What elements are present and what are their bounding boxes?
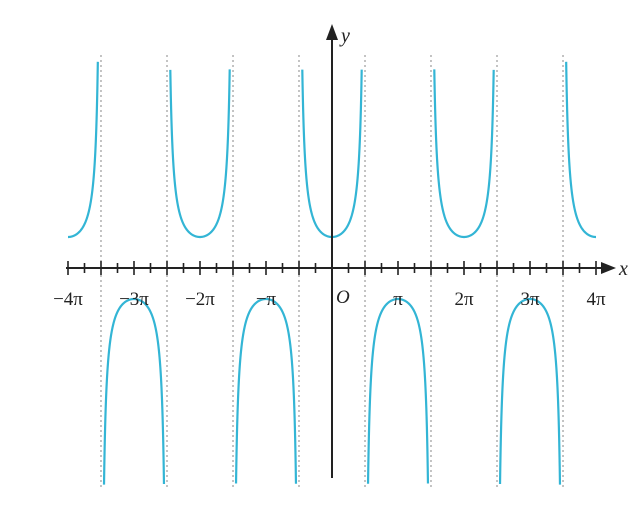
curve-branch — [169, 69, 231, 239]
x-tick-label: 3π — [520, 289, 540, 310]
y-axis-label: y — [339, 25, 350, 47]
x-axis-arrowhead — [601, 262, 616, 274]
origin-label: O — [336, 287, 350, 308]
x-tick-label: −π — [256, 289, 277, 310]
x-axis-ticks — [67, 261, 597, 275]
y-axis-arrowhead — [326, 24, 338, 40]
curve-branch — [565, 61, 597, 239]
curve-branch — [102, 297, 166, 485]
x-tick-label: −4π — [53, 289, 83, 310]
curve-branch — [433, 69, 495, 239]
curve-branch — [498, 297, 562, 485]
x-axis-label: x — [618, 258, 628, 280]
x-tick-labels: −4π −3π −2π −π π 2π 3π 4π — [53, 289, 606, 310]
x-tick-label: −2π — [185, 289, 215, 310]
curve-branch — [67, 61, 99, 239]
curve-branch — [366, 297, 430, 484]
x-tick-label: 2π — [454, 289, 474, 310]
x-tick-label: 4π — [586, 289, 606, 310]
x-tick-label: −3π — [119, 289, 149, 310]
curve-branch — [234, 297, 298, 484]
axes — [66, 24, 616, 478]
x-tick-label: π — [393, 289, 403, 310]
